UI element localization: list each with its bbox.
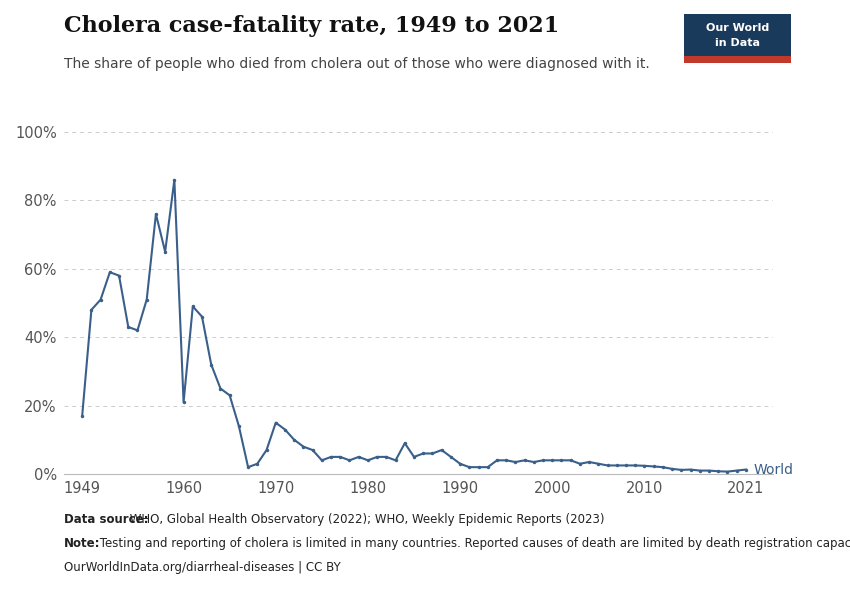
Text: Our World: Our World xyxy=(706,23,769,32)
Text: Cholera case-fatality rate, 1949 to 2021: Cholera case-fatality rate, 1949 to 2021 xyxy=(64,15,559,37)
Text: WHO, Global Health Observatory (2022); WHO, Weekly Epidemic Reports (2023): WHO, Global Health Observatory (2022); W… xyxy=(126,513,604,526)
Text: Testing and reporting of cholera is limited in many countries. Reported causes o: Testing and reporting of cholera is limi… xyxy=(96,537,850,550)
Text: Note:: Note: xyxy=(64,537,100,550)
Text: Data source:: Data source: xyxy=(64,513,148,526)
Text: World: World xyxy=(753,463,793,476)
FancyBboxPatch shape xyxy=(684,56,790,63)
FancyBboxPatch shape xyxy=(684,14,790,63)
Text: in Data: in Data xyxy=(715,38,760,49)
Text: The share of people who died from cholera out of those who were diagnosed with i: The share of people who died from choler… xyxy=(64,57,649,71)
Text: OurWorldInData.org/diarrheal-diseases | CC BY: OurWorldInData.org/diarrheal-diseases | … xyxy=(64,561,341,574)
